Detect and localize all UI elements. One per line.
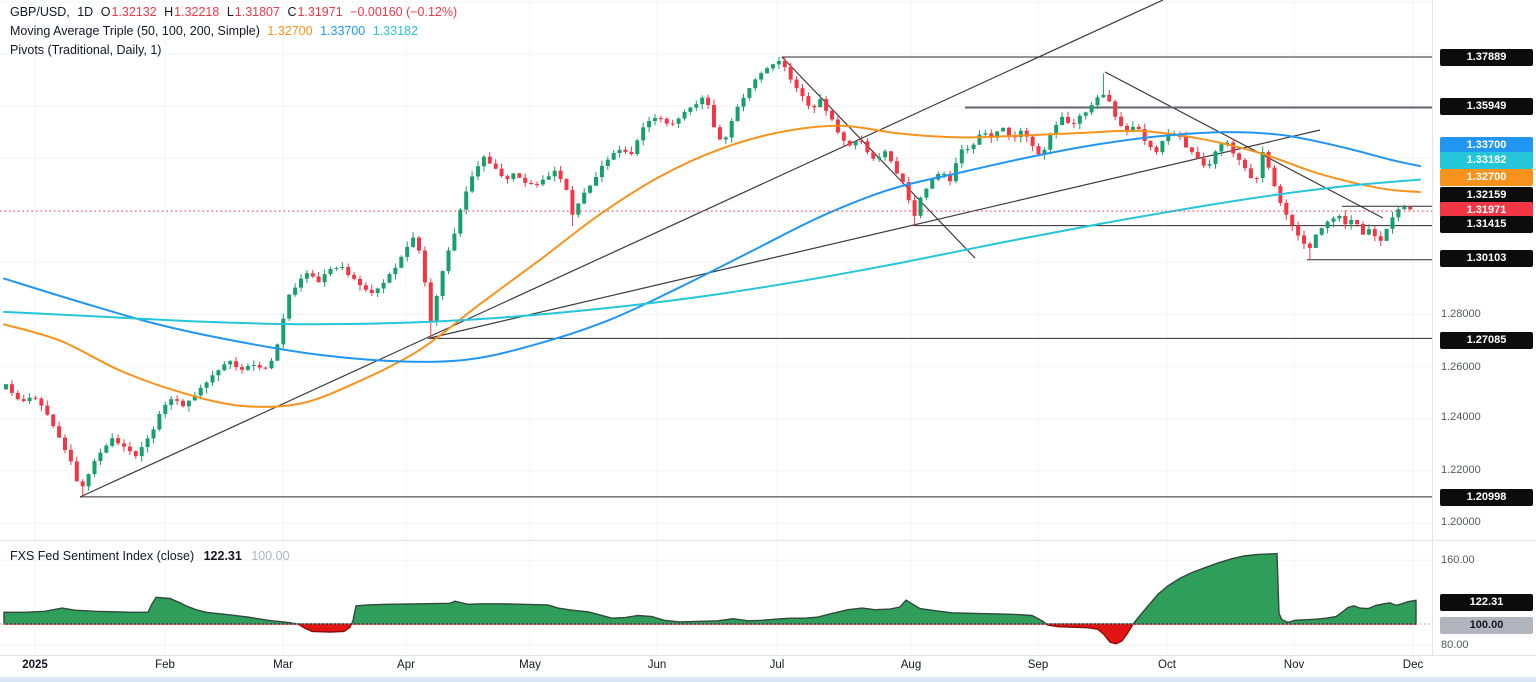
open-key: O bbox=[100, 5, 111, 19]
pivots-indicator-label[interactable]: Pivots (Traditional, Daily, 1) bbox=[10, 43, 162, 57]
low-value: 1.31807 bbox=[234, 5, 280, 19]
time-tick-oct: Oct bbox=[1158, 659, 1176, 671]
price-level-label: 1.32159 bbox=[1440, 187, 1533, 204]
time-tick-dec: Dec bbox=[1402, 659, 1424, 671]
time-tick-may: May bbox=[519, 659, 541, 671]
ma-indicator-row[interactable]: Moving Average Triple (50, 100, 200, Sim… bbox=[10, 22, 461, 41]
ma100-value: 1.33700 bbox=[320, 24, 366, 38]
time-tick-mar: Mar bbox=[273, 659, 293, 671]
ma-line-sma-100 bbox=[3, 131, 1421, 363]
ma-line-sma-50 bbox=[3, 124, 1421, 408]
price-grid bbox=[0, 0, 1432, 540]
sentiment-level-label: 122.31 bbox=[1440, 594, 1533, 611]
time-tick-feb: Feb bbox=[155, 659, 175, 671]
time-tick-jul: Jul bbox=[769, 659, 785, 671]
time-tick-sep: Sep bbox=[1027, 659, 1049, 671]
close-key: C bbox=[287, 5, 297, 19]
price-tick-label: 1.22000 bbox=[1441, 464, 1481, 476]
symbol-row[interactable]: GBP/USD, 1D O1.32132 H1.32218 L1.31807 C… bbox=[10, 3, 461, 22]
sentiment-baseline-value: 100.00 bbox=[251, 549, 290, 563]
sentiment-indicator-label[interactable]: FXS Fed Sentiment Index (close) bbox=[10, 549, 195, 563]
ma-indicator-label[interactable]: Moving Average Triple (50, 100, 200, Sim… bbox=[10, 24, 260, 38]
price-level-label: 1.27085 bbox=[1440, 332, 1533, 349]
price-level-label: 1.31971 bbox=[1440, 202, 1533, 219]
symbol-name[interactable]: GBP/USD, bbox=[10, 5, 70, 19]
time-tick-apr: Apr bbox=[397, 659, 415, 671]
time-tick-jun: Jun bbox=[647, 659, 667, 671]
low-key: L bbox=[226, 5, 234, 19]
ma50-value: 1.32700 bbox=[267, 24, 313, 38]
sentiment-indicator-row[interactable]: FXS Fed Sentiment Index (close) 122.31 1… bbox=[10, 549, 296, 563]
price-level-label: 1.32700 bbox=[1440, 169, 1533, 186]
sentiment-tick-label: 80.00 bbox=[1441, 639, 1469, 651]
price-chart-pane[interactable] bbox=[0, 0, 1432, 540]
price-tick-label: 1.28000 bbox=[1441, 308, 1481, 320]
price-axis-separator bbox=[1432, 0, 1433, 656]
price-level-label: 1.37889 bbox=[1440, 49, 1533, 66]
sentiment-chart-pane[interactable] bbox=[0, 541, 1432, 655]
close-value: 1.31971 bbox=[297, 5, 343, 19]
price-level-label: 1.33700 bbox=[1440, 137, 1533, 154]
pane-separator[interactable] bbox=[0, 540, 1536, 541]
open-value: 1.32132 bbox=[111, 5, 157, 19]
sentiment-area-positive bbox=[3, 552, 1417, 624]
pivots-indicator-row[interactable]: Pivots (Traditional, Daily, 1) bbox=[10, 41, 461, 60]
ma200-value: 1.33182 bbox=[372, 24, 418, 38]
pivot-lines bbox=[80, 56, 1432, 498]
moving-average-lines bbox=[3, 124, 1421, 408]
interval-label[interactable]: 1D bbox=[77, 5, 94, 19]
bottom-edge-strip bbox=[0, 677, 1536, 682]
time-scale[interactable]: 2025 Feb Mar Apr May Jun Jul Aug Sep Oct Nov Dec bbox=[0, 656, 1536, 677]
chart-legend: GBP/USD, 1D O1.32132 H1.32218 L1.31807 C… bbox=[10, 3, 461, 60]
ma-line-sma-200 bbox=[3, 178, 1421, 326]
trendlines bbox=[79, 0, 1384, 498]
high-value: 1.32218 bbox=[174, 5, 220, 19]
sentiment-level-label: 100.00 bbox=[1440, 617, 1533, 634]
time-tick-aug: Aug bbox=[900, 659, 922, 671]
price-level-label: 1.33182 bbox=[1440, 152, 1533, 169]
price-scale[interactable]: 1.28000 1.26000 1.24000 1.22000 1.20000 1.378… bbox=[1432, 0, 1536, 656]
price-tick-label: 1.20000 bbox=[1441, 516, 1481, 528]
sentiment-value: 122.31 bbox=[203, 549, 242, 563]
price-level-label: 1.20998 bbox=[1440, 489, 1533, 506]
price-tick-label: 1.26000 bbox=[1441, 361, 1481, 373]
time-axis-separator bbox=[0, 655, 1536, 656]
price-level-label: 1.30103 bbox=[1440, 250, 1533, 267]
price-level-label: 1.35949 bbox=[1440, 98, 1533, 115]
time-tick-2025: 2025 bbox=[22, 659, 48, 671]
candles bbox=[4, 57, 1413, 497]
price-tick-label: 1.24000 bbox=[1441, 411, 1481, 423]
sentiment-grid bbox=[0, 541, 1432, 655]
time-tick-nov: Nov bbox=[1283, 659, 1305, 671]
sentiment-tick-label: 160.00 bbox=[1441, 554, 1475, 566]
change-value: −0.00160 (−0.12%) bbox=[350, 5, 458, 19]
price-level-label: 1.31415 bbox=[1440, 216, 1533, 233]
high-key: H bbox=[164, 5, 174, 19]
